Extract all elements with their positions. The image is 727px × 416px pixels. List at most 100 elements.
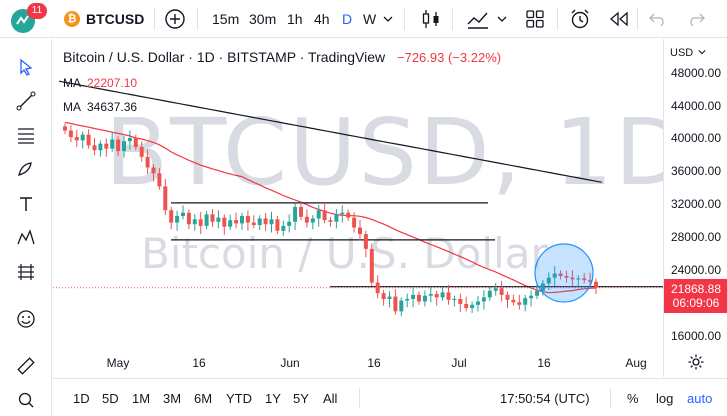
- range-1y[interactable]: 1Y: [265, 390, 281, 406]
- ma-fast-label: MA: [63, 76, 81, 90]
- interval-30m[interactable]: 30m: [249, 11, 277, 27]
- candle-body: [68, 130, 73, 138]
- legend-ma-slow[interactable]: MA 34637.36: [63, 100, 137, 114]
- candle-body: [228, 220, 233, 227]
- candle-body: [470, 304, 475, 309]
- indicators-button[interactable]: [466, 0, 490, 38]
- utc-clock[interactable]: 17:50:54 (UTC): [500, 390, 590, 406]
- candle-body: [127, 137, 132, 142]
- interval-15m[interactable]: 15m: [212, 11, 240, 27]
- undo-button[interactable]: [649, 0, 667, 38]
- price-label: 24000.00: [670, 263, 721, 277]
- interval-4h[interactable]: 4h: [314, 11, 330, 27]
- candle-body: [481, 297, 486, 302]
- price-label: 36000.00: [670, 164, 721, 178]
- candle-body: [417, 294, 421, 302]
- candle-body: [293, 206, 298, 222]
- candle-body: [393, 296, 398, 312]
- candle-body: [476, 301, 480, 305]
- range-3m[interactable]: 3M: [163, 390, 182, 406]
- zoom-tool[interactable]: [12, 386, 40, 414]
- candle-body: [517, 302, 522, 305]
- price-axis[interactable]: USD 48000.00 44000.00 40000.00 36000.00 …: [663, 39, 727, 377]
- log-scale-toggle[interactable]: log: [656, 390, 674, 406]
- candle-body: [234, 220, 239, 224]
- trend-line-tool[interactable]: [12, 87, 40, 115]
- interval-d[interactable]: D: [342, 11, 353, 27]
- candle-body: [499, 288, 504, 295]
- top-toolbar: 11 ₿ BTCUSD 15m 30m 1h 4h D W: [0, 0, 727, 38]
- candle-body: [133, 137, 138, 147]
- time-axis[interactable]: May 16 Jun 16 Jul 16 Aug: [53, 346, 663, 377]
- currency-selector[interactable]: USD: [670, 47, 706, 59]
- prediction-tool[interactable]: [12, 258, 40, 286]
- candle-body: [493, 288, 498, 291]
- brush-tool[interactable]: [12, 155, 40, 183]
- replay-button[interactable]: [608, 0, 630, 38]
- candle-body: [535, 290, 539, 296]
- range-6m[interactable]: 6M: [194, 390, 213, 406]
- candle-body: [570, 277, 575, 280]
- candle-body: [582, 278, 587, 281]
- legend-title: Bitcoin / U.S. Dollar · 1D · BITSTAMP · …: [63, 49, 386, 65]
- chevron-down-icon: [383, 16, 393, 22]
- range-5d[interactable]: 5D: [102, 390, 119, 406]
- ruler-tool[interactable]: [12, 352, 40, 380]
- candles-icon: [422, 10, 439, 28]
- range-all[interactable]: All: [323, 390, 338, 406]
- candle-body: [216, 217, 221, 222]
- legend-ma-fast[interactable]: MA 22207.10: [63, 76, 137, 90]
- alert-button[interactable]: [569, 0, 591, 38]
- candle-body: [287, 221, 292, 226]
- chart-pane[interactable]: BTCUSD, 1D Bitcoin / U.S. Dollar Bitcoin…: [53, 39, 663, 377]
- time-label: 16: [537, 356, 551, 370]
- candle-body: [452, 299, 457, 301]
- indicators-dropdown[interactable]: [497, 0, 507, 38]
- candle-body: [511, 299, 516, 303]
- candle-body: [257, 218, 262, 226]
- candle-body: [558, 273, 563, 277]
- chart-settings-button[interactable]: [663, 346, 727, 377]
- bitcoin-icon: ₿: [64, 11, 80, 27]
- candle-body: [399, 300, 404, 312]
- range-5y[interactable]: 5Y: [293, 390, 309, 406]
- candle-body: [546, 277, 551, 284]
- layouts-button[interactable]: [525, 0, 545, 38]
- candle-body: [157, 173, 162, 187]
- compare-add-button[interactable]: [164, 0, 186, 38]
- fib-tool[interactable]: [12, 121, 40, 149]
- candle-body: [86, 134, 91, 146]
- time-label: 16: [192, 356, 206, 370]
- cursor-tool[interactable]: [12, 53, 40, 81]
- candle-body: [240, 216, 244, 224]
- chart-type-button[interactable]: [421, 0, 441, 38]
- text-tool[interactable]: [12, 190, 40, 218]
- range-ytd[interactable]: YTD: [226, 390, 252, 406]
- emoji-tool[interactable]: [12, 305, 40, 333]
- cursor-icon: [20, 58, 33, 76]
- ma-fast-line: [64, 121, 597, 294]
- pattern-tool[interactable]: [12, 224, 40, 252]
- range-1m[interactable]: 1M: [132, 390, 151, 406]
- symbol-search[interactable]: ₿ BTCUSD: [64, 0, 144, 38]
- grid-icon: [526, 10, 544, 28]
- candle-body: [299, 206, 303, 217]
- price-label: 28000.00: [670, 230, 721, 244]
- notification-badge[interactable]: 11: [27, 3, 47, 19]
- interval-w[interactable]: W: [363, 11, 377, 27]
- range-1d[interactable]: 1D: [73, 390, 90, 406]
- redo-button[interactable]: [687, 0, 705, 38]
- candle-body: [245, 216, 250, 223]
- candle-body: [369, 248, 374, 283]
- interval-dropdown[interactable]: [383, 0, 393, 38]
- watermark-name: Bitcoin / U.S. Dollar: [141, 229, 548, 278]
- percent-scale-toggle[interactable]: %: [627, 390, 639, 406]
- candle-body: [405, 299, 410, 301]
- candle-body: [110, 139, 115, 149]
- chart-legend: Bitcoin / U.S. Dollar · 1D · BITSTAMP · …: [63, 49, 501, 65]
- candle-body: [523, 298, 528, 305]
- bottom-toolbar: 1D 5D 1M 3M 6M YTD 1Y 5Y All 17:50:54 (U…: [53, 378, 727, 416]
- interval-1h[interactable]: 1h: [287, 11, 303, 27]
- auto-scale-toggle[interactable]: auto: [687, 390, 713, 406]
- candle-body: [529, 295, 534, 299]
